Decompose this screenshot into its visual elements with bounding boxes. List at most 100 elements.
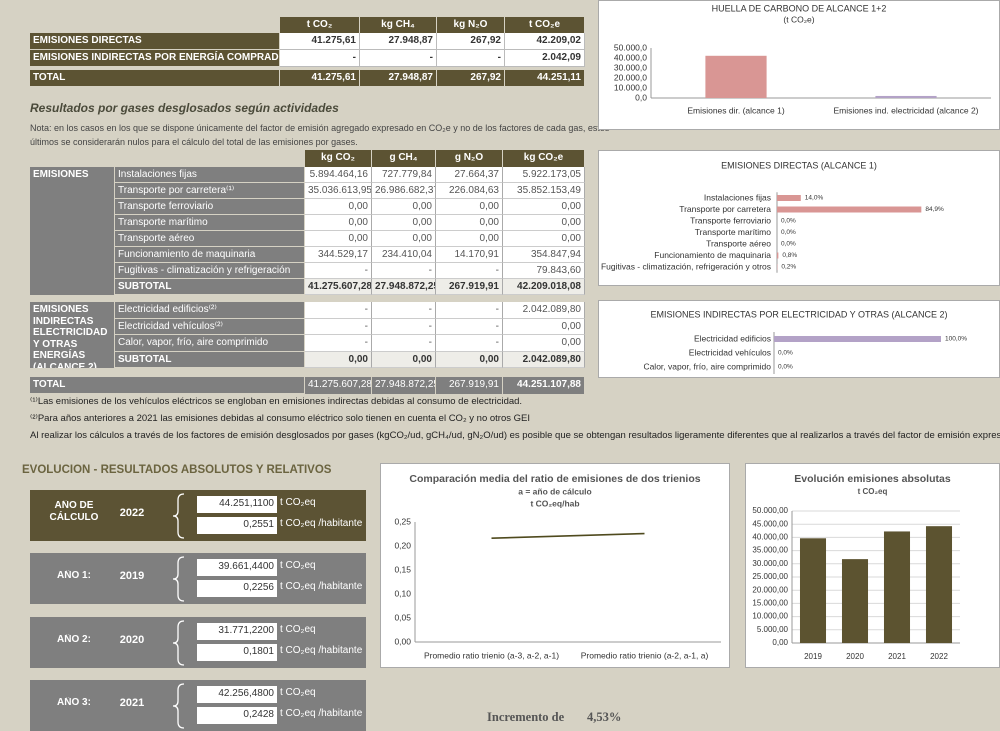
year: 2022: [119, 507, 145, 519]
absolute-value: 42.256,4800: [197, 686, 277, 703]
increment-label: Incremento de: [487, 710, 565, 724]
cell: 354.847,94: [503, 247, 585, 263]
row-label: Transporte marítimo: [115, 215, 305, 231]
cell: -: [372, 335, 436, 352]
chart-panel: EMISIONES DIRECTAS (ALCANCE 1) Instalacio…: [598, 150, 1000, 286]
cell: -: [305, 302, 372, 319]
total-cell: 267.919,91: [436, 377, 503, 394]
value-label: 0,0%: [781, 241, 796, 248]
chart-title: Comparación media del ratio de emisiones…: [409, 473, 700, 485]
year-label: AÑO 2:: [57, 634, 91, 645]
cell: 2.042,09: [505, 50, 585, 67]
cell: 27.948,87: [360, 33, 437, 50]
section-title: Resultados por gases desglosados según a…: [30, 102, 339, 115]
column-header: t CO₂e: [505, 17, 585, 33]
cell: 267,92: [437, 33, 505, 50]
cell: 0,00: [305, 215, 372, 231]
absolute-value: 39.661,4400: [197, 559, 277, 576]
cell: 5.894.464,16: [305, 167, 372, 183]
y-tick-label: 0,00: [394, 636, 411, 646]
cell: 0,00: [436, 199, 503, 215]
cell: 27.948,87: [360, 70, 437, 87]
total-cell: 27.948.872,25: [372, 377, 436, 394]
cell: 727.779,84: [372, 167, 436, 183]
subtotal-cell: 267.919,91: [436, 279, 503, 295]
cell: 41.275,61: [280, 70, 360, 87]
chart-subtitle: a = año de cálculo: [518, 486, 591, 496]
bar: [777, 206, 922, 213]
bar: [875, 95, 937, 98]
cell: 0,00: [503, 318, 585, 335]
cell: 26.986.682,37: [372, 183, 436, 199]
chart-title: Evolución emisiones absolutas: [794, 473, 951, 485]
brace: [172, 683, 185, 729]
column-header: g CH₄: [372, 150, 436, 167]
cell: 267,92: [437, 70, 505, 87]
y-tick-label: 10.000,0: [614, 82, 647, 92]
y-tick-label: 0,20: [394, 540, 411, 550]
cell: -: [437, 50, 505, 67]
year-label: AÑO DE CÁLCULO: [49, 500, 99, 523]
row-label: Fugitivas - climatización y refrigeració…: [115, 263, 305, 279]
chart-subtitle: t CO₂eq: [858, 487, 888, 496]
row-label: Transporte aéreo: [115, 231, 305, 247]
cell: 0,00: [372, 215, 436, 231]
bar: [705, 55, 767, 98]
value-label: 0,8%: [782, 252, 797, 259]
chart-title: HUELLA DE CARBONO DE ALCANCE 1+2: [712, 3, 887, 13]
value-label: 0,2%: [781, 264, 796, 271]
y-tick-label: 30.000,0: [614, 62, 647, 72]
cell: -: [436, 335, 503, 352]
column-header: t CO₂: [280, 17, 360, 33]
cell: 79.843,60: [503, 263, 585, 279]
brace: [172, 556, 185, 602]
bar: [777, 195, 801, 201]
y-tick-label: 20.000,0: [614, 72, 647, 82]
row-label: Instalaciones fijas: [115, 167, 305, 183]
chart: Comparación media del ratio de emisiones…: [394, 473, 721, 660]
cell: -: [436, 263, 503, 279]
y-tick-label: 0,10: [394, 588, 411, 598]
y-tick-label: 50.000,00: [752, 506, 788, 515]
cell: 0,00: [436, 231, 503, 247]
value-label: 0,0%: [778, 364, 793, 371]
chart-panel: HUELLA DE CARBONO DE ALCANCE 1+2 (t CO₂e)…: [598, 0, 1000, 130]
increment-value: 4,53%: [587, 710, 622, 724]
y-tick-label: 25.000,00: [752, 572, 788, 581]
cell: 2.042.089,80: [503, 302, 585, 319]
chart: EMISIONES INDIRECTAS POR ELECTRICIDAD Y …: [643, 309, 967, 374]
cell: 0,00: [436, 215, 503, 231]
brace-path: [172, 493, 185, 539]
row-label: EMISIONES DIRECTAS: [30, 33, 280, 50]
column-header: g N₂O: [436, 150, 503, 167]
cell: 0,00: [305, 199, 372, 215]
row-label: Electricidad vehículos⁽²⁾: [115, 318, 305, 335]
absolute-unit: t CO₂eq: [280, 687, 316, 698]
x-tick-label: 2019: [804, 652, 822, 661]
y-tick-label: 35.000,00: [752, 546, 788, 555]
value-label: 14,0%: [805, 195, 824, 202]
cell: 27.664,37: [436, 167, 503, 183]
y-tick-label: 0,25: [394, 516, 411, 526]
bar: [774, 336, 941, 342]
total-cell: 44.251.107,88: [503, 377, 585, 394]
chart-title: EMISIONES DIRECTAS (ALCANCE 1): [721, 160, 877, 170]
y-tick-label: Instalaciones fijas: [704, 192, 771, 202]
subtotal-cell: 0,00: [436, 351, 503, 368]
cell: 0,00: [305, 231, 372, 247]
bar: [883, 531, 911, 643]
x-tick-label: Promedio ratio trienio (a-2, a-1, a): [581, 650, 709, 660]
total-label: TOTAL: [30, 377, 305, 394]
cell: -: [305, 263, 372, 279]
subtotal-cell: 2.042.089,80: [503, 351, 585, 368]
row-label: Funcionamiento de maquinaria: [115, 247, 305, 263]
cell: 14.170,91: [436, 247, 503, 263]
y-tick-label: 0,0: [635, 92, 647, 102]
relative-unit: t CO₂eq /habitante: [280, 518, 363, 529]
subtotal-cell: 41.275.607,28: [305, 279, 372, 295]
chart-panel: Evolución emisiones absolutas t CO₂eq 0,00…: [745, 463, 1000, 668]
subtotal-cell: 27.948.872,25: [372, 279, 436, 295]
